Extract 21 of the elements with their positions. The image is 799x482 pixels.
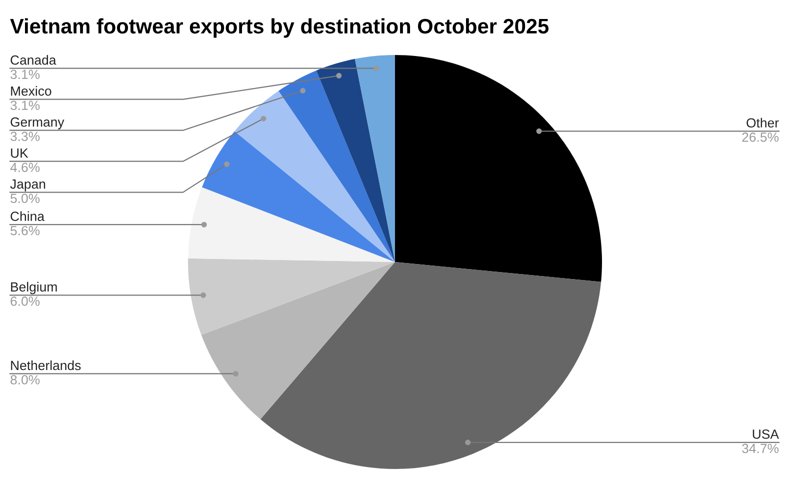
slice-label: USA bbox=[752, 429, 779, 439]
slice-label: Japan bbox=[10, 180, 46, 192]
data-label: 3.1% bbox=[10, 70, 40, 80]
data-label: 5.0% bbox=[10, 194, 40, 204]
chart-title: Vietnam footwear exports by destination October 2025 bbox=[10, 18, 549, 38]
data-label: 34.7% bbox=[742, 444, 779, 454]
slice-label: Netherlands bbox=[11, 360, 81, 370]
slice-label: Canada bbox=[10, 55, 56, 65]
slice-label: Other bbox=[746, 118, 779, 128]
data-label: 26.5% bbox=[742, 132, 779, 142]
data-label: 3.3% bbox=[10, 132, 40, 142]
data-label: 6.0% bbox=[10, 296, 40, 306]
data-label: 8.0% bbox=[10, 375, 40, 384]
slice-label: UK bbox=[11, 148, 28, 158]
slice-label: Belgium bbox=[11, 282, 57, 294]
data-label: 3.1% bbox=[10, 100, 40, 110]
data-label: 4.6% bbox=[10, 162, 40, 172]
data-label: 5.6% bbox=[10, 226, 40, 236]
slice-label: Germany bbox=[10, 117, 64, 130]
slice-label: China bbox=[10, 211, 44, 221]
slice-label: Mexico bbox=[11, 86, 52, 96]
